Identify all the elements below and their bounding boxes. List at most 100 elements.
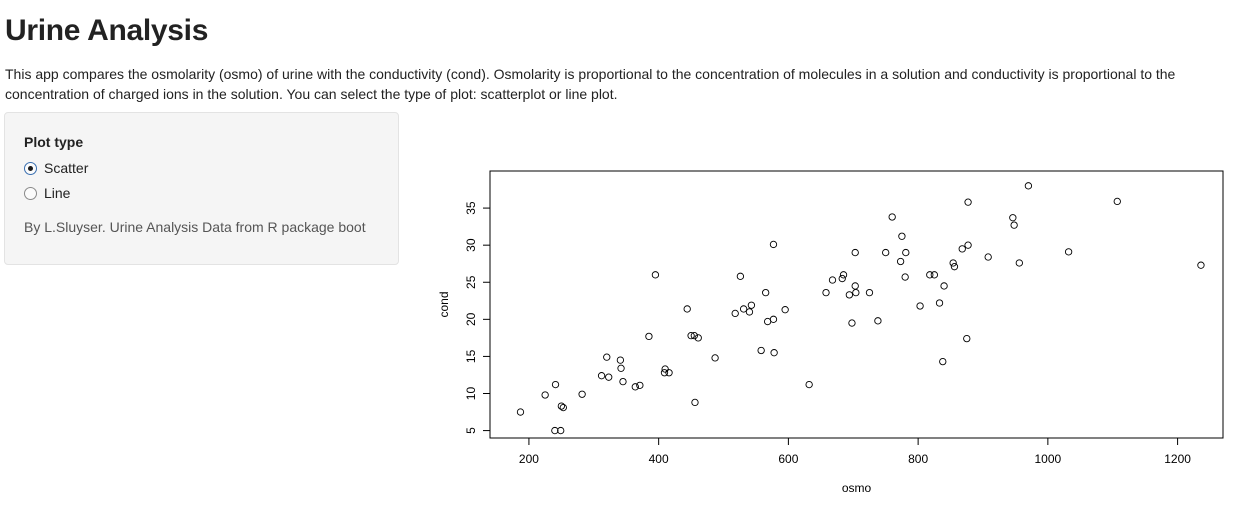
data-point [901,273,909,281]
data-point [935,299,944,307]
data-point [597,372,606,380]
plot-type-label: Plot type [24,134,84,150]
radio-line[interactable]: Line [24,183,70,203]
data-point [848,319,856,327]
x-tick-label: 1200 [1164,452,1191,466]
data-point [559,403,567,412]
data-point [902,248,910,257]
data-point [745,308,754,316]
data-point [690,331,698,340]
data-point [739,305,748,313]
data-point [687,331,695,340]
data-point [691,398,699,407]
x-tick-label: 800 [908,452,928,466]
data-point [694,334,702,342]
data-point [617,364,625,372]
data-point [822,288,830,297]
app-description: This app compares the osmolarity (osmo) … [5,66,1176,102]
data-point [851,248,859,257]
data-point [605,373,613,381]
data-point [747,301,756,309]
data-point [769,240,778,249]
data-point [557,426,565,435]
data-point [645,332,653,341]
y-axis-label: cond [437,291,451,317]
data-point [757,346,765,355]
y-tick-label: 30 [464,238,478,252]
radio-button-icon[interactable] [24,161,37,175]
data-point [964,198,972,206]
data-point [1113,197,1121,206]
y-tick-label: 20 [464,312,478,326]
page-title: Urine Analysis [5,14,209,47]
data-point [930,271,938,279]
data-point [963,334,971,343]
data-point [838,274,846,283]
data-point [865,288,874,297]
radio-button-icon[interactable] [24,186,37,200]
data-point [661,365,669,373]
data-point [882,248,890,257]
data-point [852,288,860,297]
data-point [616,356,625,364]
data-point [1064,248,1073,256]
y-tick-label: 25 [464,275,478,289]
data-point [770,349,778,357]
y-tick-label: 5 [464,427,478,434]
data-point [1009,214,1017,222]
data-point [683,305,691,313]
data-point [665,369,673,377]
data-point [660,369,669,377]
credit-text: By L.Sluyser. Urine Analysis Data from R… [24,219,366,235]
data-point [551,380,560,389]
data-point [896,257,905,266]
radio-scatter[interactable]: Scatter [24,158,88,178]
data-point [958,245,966,253]
data-point [551,426,559,435]
data-point [805,380,813,389]
data-point [731,309,739,318]
x-tick-label: 200 [519,452,539,466]
data-point [631,383,639,391]
sidebar-panel: Plot type Scatter Line By L.Sluyser. Uri… [4,112,399,265]
data-point [950,263,959,271]
data-point [1024,182,1033,190]
radio-line-label: Line [44,185,71,201]
data-point [557,402,566,410]
data-point [1010,221,1018,229]
data-point [516,408,525,416]
data-point [636,381,644,389]
data-point [898,232,906,240]
y-tick-label: 15 [464,349,478,363]
data-point [939,357,947,366]
data-point [781,306,789,314]
x-axis-label: osmo [842,481,872,495]
data-point [1197,261,1205,269]
data-point [984,253,992,261]
data-point [874,317,882,325]
data-point [769,315,778,323]
x-tick-label: 1000 [1035,452,1062,466]
data-point [926,271,934,279]
data-point [1015,259,1023,267]
x-tick-label: 600 [778,452,798,466]
data-point [845,291,854,299]
data-point [828,276,837,284]
data-point [736,272,745,280]
plot-frame [489,170,1224,439]
data-point [940,282,948,290]
data-point [651,271,660,279]
x-tick-label: 400 [649,452,669,466]
data-point [603,353,611,361]
data-point [619,377,627,386]
data-point [541,391,549,399]
data-point [578,390,586,398]
data-point [711,354,719,362]
data-point [888,213,896,221]
data-point [839,271,848,279]
radio-scatter-label: Scatter [44,160,89,176]
y-tick-label: 10 [464,387,478,401]
data-point [916,302,924,310]
data-point [851,282,859,290]
